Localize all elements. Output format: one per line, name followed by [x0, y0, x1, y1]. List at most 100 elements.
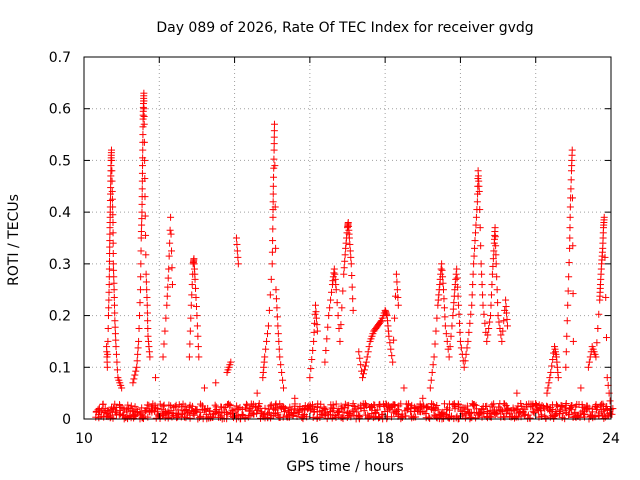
- baseline-point: [127, 402, 135, 410]
- data-point: [310, 328, 318, 336]
- data-point: [341, 251, 349, 259]
- data-point: [110, 293, 118, 301]
- data-point: [111, 330, 119, 338]
- data-point: [137, 273, 145, 281]
- data-point: [563, 317, 571, 325]
- data-point: [105, 265, 113, 273]
- data-point: [347, 260, 355, 268]
- y-tick-label: 0.6: [49, 102, 71, 118]
- data-point: [165, 265, 173, 273]
- data-point: [323, 335, 331, 343]
- data-point: [487, 301, 495, 309]
- data-point: [266, 291, 274, 299]
- data-point: [108, 167, 116, 175]
- y-tick-label: 0.7: [49, 50, 71, 66]
- data-point: [159, 353, 167, 361]
- data-point: [106, 257, 114, 265]
- data-point: [187, 301, 195, 309]
- baseline-point: [445, 406, 453, 414]
- data-point: [548, 362, 556, 370]
- data-point: [313, 321, 321, 329]
- data-point: [375, 319, 383, 327]
- data-point: [143, 301, 151, 309]
- data-point: [138, 200, 146, 208]
- data-point: [463, 344, 471, 352]
- data-point: [232, 234, 240, 242]
- data-point: [348, 283, 356, 291]
- baseline-point: [234, 405, 242, 413]
- data-point: [472, 213, 480, 221]
- data-point: [433, 314, 441, 322]
- data-point: [485, 325, 493, 332]
- data-point: [269, 182, 277, 190]
- data-point: [449, 312, 457, 320]
- baseline-point: [542, 414, 550, 422]
- data-point: [129, 379, 137, 387]
- data-point: [584, 363, 592, 371]
- data-point: [133, 363, 141, 371]
- data-point: [137, 260, 145, 268]
- data-point: [264, 322, 272, 330]
- data-point: [388, 352, 396, 360]
- baseline-point: [260, 411, 268, 419]
- data-point: [393, 278, 401, 286]
- baseline-point: [565, 411, 573, 419]
- data-point: [464, 337, 472, 345]
- data-point: [602, 293, 610, 301]
- x-tick-label: 16: [301, 431, 319, 447]
- data-point: [478, 281, 486, 289]
- data-point: [391, 314, 399, 322]
- baseline-point: [486, 409, 494, 417]
- data-point: [513, 389, 521, 397]
- data-point: [569, 242, 577, 250]
- data-point: [111, 317, 119, 325]
- baseline-point: [552, 401, 560, 409]
- x-tick-label: 12: [150, 431, 168, 447]
- data-point: [306, 374, 314, 382]
- x-axis-tick-labels: 10 12 14 16 18 20 22 24: [75, 431, 620, 447]
- data-point: [109, 229, 117, 237]
- baseline-point: [238, 406, 246, 414]
- data-point: [163, 301, 171, 309]
- data-point: [476, 224, 484, 232]
- baseline-point: [138, 404, 146, 412]
- data-point: [471, 237, 479, 245]
- baseline-point: [201, 406, 209, 414]
- data-point: [419, 394, 427, 402]
- data-point: [554, 368, 562, 376]
- data-point: [142, 270, 150, 278]
- data-point: [312, 301, 320, 309]
- data-point: [569, 290, 577, 298]
- baseline-point: [164, 414, 172, 422]
- baseline-point: [515, 409, 523, 417]
- data-point: [144, 325, 152, 332]
- data-point: [112, 350, 120, 358]
- data-point: [562, 348, 570, 356]
- data-point: [187, 314, 195, 322]
- data-point: [103, 358, 111, 366]
- data-point: [544, 384, 552, 392]
- data-point: [168, 281, 176, 289]
- data-point: [110, 266, 118, 274]
- x-tick-label: 24: [602, 431, 620, 447]
- data-point: [269, 225, 277, 233]
- data-point: [139, 146, 147, 154]
- data-point: [489, 262, 497, 270]
- data-point: [347, 253, 355, 261]
- data-point: [480, 310, 488, 318]
- data-point: [597, 265, 605, 273]
- data-point: [369, 330, 377, 338]
- baseline-point: [529, 407, 537, 415]
- baseline-point: [99, 400, 107, 408]
- data-point: [467, 310, 475, 318]
- data-point: [193, 322, 201, 330]
- data-point: [313, 327, 321, 335]
- data-point: [429, 361, 437, 369]
- data-point: [138, 221, 146, 229]
- baseline-point: [498, 407, 506, 415]
- data-point: [112, 343, 120, 351]
- data-point: [136, 299, 144, 307]
- data-point: [185, 353, 193, 361]
- data-point: [440, 295, 448, 303]
- data-point: [270, 155, 278, 163]
